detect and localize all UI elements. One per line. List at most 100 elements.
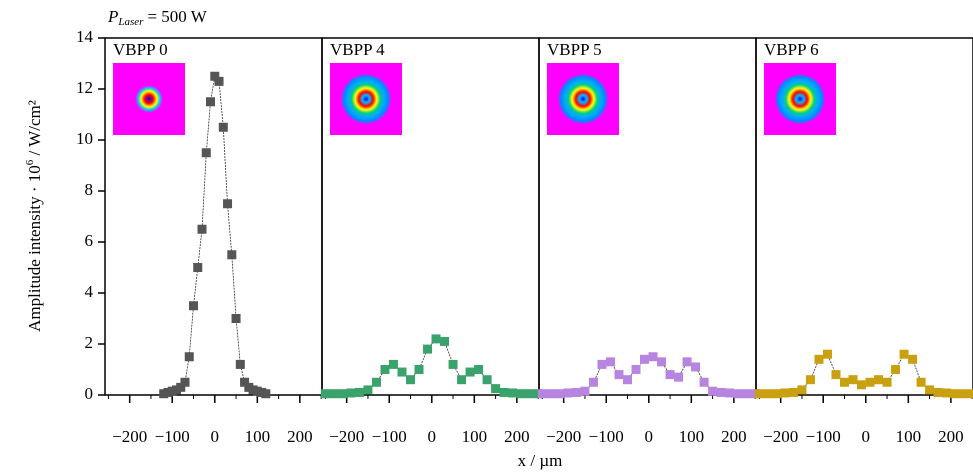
data-point bbox=[666, 370, 675, 379]
x-tick-label: −200 bbox=[546, 427, 581, 446]
data-point bbox=[772, 389, 781, 398]
data-point bbox=[457, 375, 466, 384]
data-point bbox=[525, 389, 534, 398]
data-point bbox=[449, 360, 458, 369]
data-point bbox=[432, 334, 441, 343]
y-tick-label: 8 bbox=[85, 180, 94, 199]
data-point bbox=[942, 388, 951, 397]
data-point bbox=[508, 388, 517, 397]
data-point bbox=[440, 337, 449, 346]
data-point bbox=[415, 365, 424, 374]
data-point bbox=[857, 380, 866, 389]
data-point bbox=[691, 362, 700, 371]
x-tick-label: 200 bbox=[287, 427, 313, 446]
y-tick-label: 2 bbox=[85, 333, 94, 352]
data-point bbox=[321, 389, 330, 398]
x-tick-label: −100 bbox=[589, 427, 624, 446]
data-point bbox=[755, 389, 764, 398]
x-tick-label: 100 bbox=[679, 427, 705, 446]
chart: PLaser= 500 W Amplitude intensity · 106 … bbox=[0, 0, 973, 472]
data-point bbox=[572, 388, 581, 397]
x-tick-label: 200 bbox=[721, 427, 747, 446]
data-point bbox=[346, 388, 355, 397]
data-point bbox=[474, 365, 483, 374]
data-point bbox=[180, 378, 189, 387]
data-point bbox=[606, 357, 615, 366]
data-point bbox=[483, 375, 492, 384]
x-tick-label: 100 bbox=[245, 427, 271, 446]
data-point bbox=[580, 387, 589, 396]
data-point bbox=[717, 388, 726, 397]
data-point bbox=[517, 389, 526, 398]
data-point bbox=[423, 345, 432, 354]
panel-label: VBPP 0 bbox=[113, 40, 168, 59]
data-point bbox=[725, 388, 734, 397]
x-tick-label: 0 bbox=[862, 427, 871, 446]
data-point bbox=[908, 355, 917, 364]
data-point bbox=[849, 375, 858, 384]
panel-label: VBPP 5 bbox=[547, 40, 602, 59]
data-point bbox=[614, 370, 623, 379]
x-tick-label: 100 bbox=[462, 427, 488, 446]
data-point bbox=[734, 389, 743, 398]
data-point bbox=[597, 360, 606, 369]
data-point bbox=[874, 375, 883, 384]
data-point bbox=[193, 263, 202, 272]
data-point bbox=[883, 378, 892, 387]
x-tick-label: −200 bbox=[329, 427, 364, 446]
panel-label: VBPP 6 bbox=[764, 40, 819, 59]
data-point bbox=[700, 378, 709, 387]
data-point bbox=[780, 388, 789, 397]
y-tick-label: 10 bbox=[76, 129, 93, 148]
data-point bbox=[500, 388, 509, 397]
x-axis-label: x / µm bbox=[518, 451, 563, 470]
data-point bbox=[891, 365, 900, 374]
data-point bbox=[215, 77, 224, 86]
y-tick-label: 6 bbox=[85, 231, 94, 250]
data-point bbox=[657, 357, 666, 366]
x-tick-label: −100 bbox=[155, 427, 190, 446]
data-point bbox=[380, 365, 389, 374]
data-point bbox=[372, 378, 381, 387]
data-point bbox=[917, 378, 926, 387]
data-point bbox=[925, 385, 934, 394]
annotation: PLaser= 500 W bbox=[107, 7, 208, 28]
data-point bbox=[708, 387, 717, 396]
y-tick-label: 4 bbox=[85, 282, 94, 301]
data-point bbox=[227, 250, 236, 259]
data-point bbox=[232, 314, 241, 323]
y-tick-label: 14 bbox=[76, 27, 94, 46]
x-tick-label: 0 bbox=[645, 427, 654, 446]
y-tick-label: 0 bbox=[85, 384, 94, 403]
data-point bbox=[223, 199, 232, 208]
data-point bbox=[555, 389, 564, 398]
x-tick-label: −200 bbox=[112, 427, 147, 446]
data-point bbox=[198, 225, 207, 234]
data-point bbox=[589, 378, 598, 387]
data-point bbox=[538, 389, 547, 398]
data-point bbox=[797, 385, 806, 394]
data-point bbox=[338, 389, 347, 398]
x-tick-label: 100 bbox=[896, 427, 922, 446]
x-tick-label: 0 bbox=[428, 427, 437, 446]
x-tick-label: 200 bbox=[938, 427, 964, 446]
data-point bbox=[789, 388, 798, 397]
beam-inset-spot bbox=[764, 63, 836, 135]
data-point bbox=[546, 389, 555, 398]
data-point bbox=[959, 389, 968, 398]
data-point bbox=[185, 352, 194, 361]
y-tick-label: 12 bbox=[76, 78, 93, 97]
data-point bbox=[355, 388, 364, 397]
data-point bbox=[389, 360, 398, 369]
data-point bbox=[466, 368, 475, 377]
data-point bbox=[814, 355, 823, 364]
data-point bbox=[900, 350, 909, 359]
data-point bbox=[823, 350, 832, 359]
data-point bbox=[397, 368, 406, 377]
beam-inset-spot bbox=[547, 63, 619, 135]
panel-label: VBPP 4 bbox=[330, 40, 385, 59]
data-point bbox=[674, 373, 683, 382]
y-axis-label: Amplitude intensity · 106 / W/cm² bbox=[24, 100, 44, 332]
data-point bbox=[206, 97, 215, 106]
beam-inset-spot bbox=[113, 63, 185, 135]
